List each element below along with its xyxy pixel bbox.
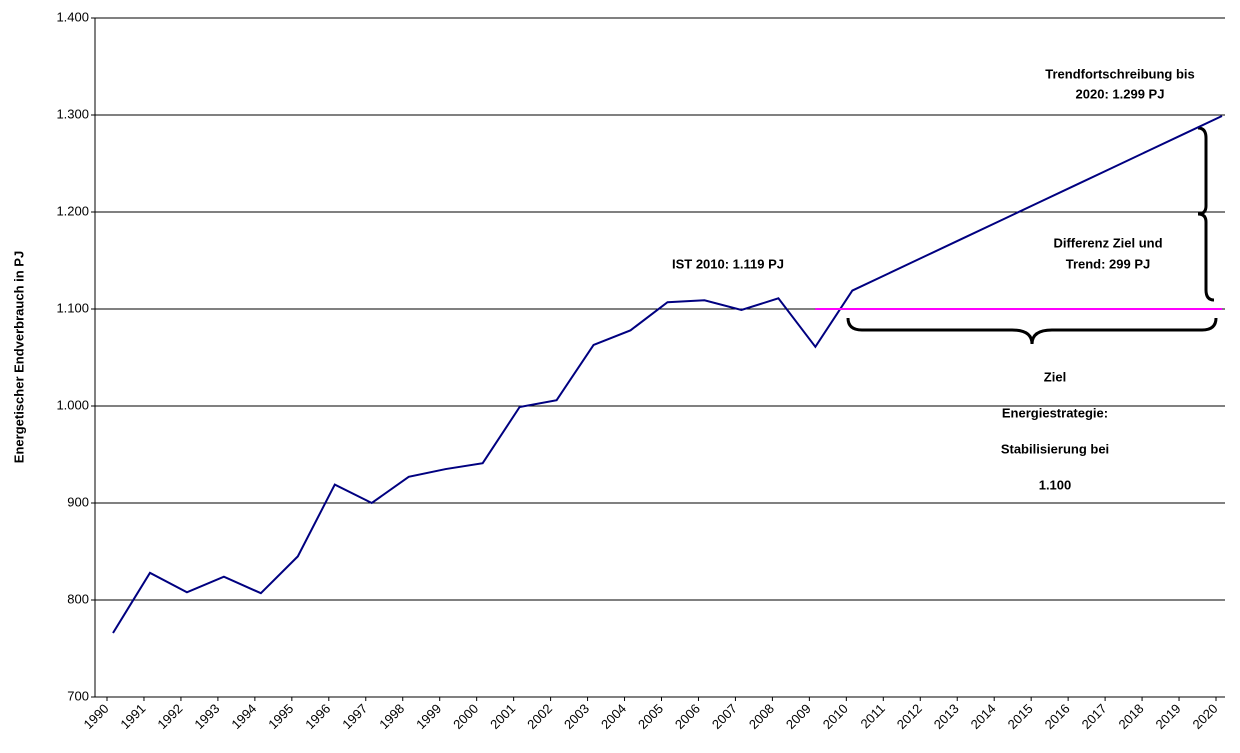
x-tick-label: 2004 — [598, 701, 629, 732]
annotation-ziel: Stabilisierung bei — [1001, 441, 1109, 456]
brace-ziel — [846, 317, 1218, 345]
annotation-trend: 2020: 1.299 PJ — [1076, 86, 1165, 101]
y-tick-label: 1.000 — [56, 397, 89, 412]
x-tick-label: 2011 — [857, 701, 887, 731]
y-axis-label: Energetischer Endverbrauch in PJ — [11, 251, 26, 463]
x-tick-label: 2008 — [746, 701, 777, 732]
y-tick-label: 700 — [67, 688, 89, 703]
x-tick-label: 2010 — [820, 701, 851, 732]
x-tick-label: 2014 — [968, 701, 999, 732]
y-tick-label: 1.200 — [56, 203, 89, 218]
x-tick-label: 2015 — [1005, 701, 1036, 732]
x-tick-label: 1995 — [265, 701, 296, 732]
annotation-diff: Differenz Ziel und — [1053, 235, 1162, 250]
x-tick-label: 2020 — [1189, 701, 1220, 732]
x-tick-label: 1999 — [413, 701, 444, 732]
data-line — [112, 115, 1223, 634]
annotation-ist: IST 2010: 1.119 PJ — [672, 256, 784, 271]
x-tick-label: 1993 — [191, 701, 222, 732]
x-tick-label: 2018 — [1116, 701, 1147, 732]
y-tick-label: 900 — [67, 494, 89, 509]
x-tick-label: 2017 — [1079, 701, 1110, 732]
x-tick-label: 2000 — [450, 701, 481, 732]
x-tick-label: 2013 — [931, 701, 962, 732]
x-tick-label: 1996 — [302, 701, 333, 732]
x-tick-label: 1991 — [117, 701, 148, 732]
x-tick-label: 1998 — [376, 701, 407, 732]
x-tick-label: 2019 — [1153, 701, 1184, 732]
brace-diff — [1197, 126, 1215, 302]
x-tick-label: 2007 — [709, 701, 740, 732]
annotation-ziel: Energiestrategie: — [1002, 405, 1108, 420]
annotation-ziel: Ziel — [1044, 369, 1066, 384]
x-tick-label: 2006 — [672, 701, 703, 732]
x-tick-label: 1990 — [80, 701, 111, 732]
x-tick-label: 2005 — [635, 701, 666, 732]
x-tick-label: 1997 — [339, 701, 370, 732]
y-tick-label: 1.100 — [56, 300, 89, 315]
y-tick-label: 800 — [67, 591, 89, 606]
annotation-diff: Trend: 299 PJ — [1066, 256, 1151, 271]
y-tick-label: 1.400 — [56, 9, 89, 24]
x-tick-label: 1992 — [154, 701, 185, 732]
x-tick-label: 2009 — [783, 701, 814, 732]
x-tick-label: 2012 — [894, 701, 925, 732]
x-tick-label: 2016 — [1042, 701, 1073, 732]
annotation-trend: Trendfortschreibung bis — [1045, 66, 1195, 81]
annotation-ziel: 1.100 — [1039, 477, 1072, 492]
x-tick-label: 1994 — [228, 701, 259, 732]
x-tick-label: 2002 — [524, 701, 555, 732]
y-tick-label: 1.300 — [56, 106, 89, 121]
x-tick-label: 2001 — [487, 701, 518, 732]
x-tick-label: 2003 — [561, 701, 592, 732]
